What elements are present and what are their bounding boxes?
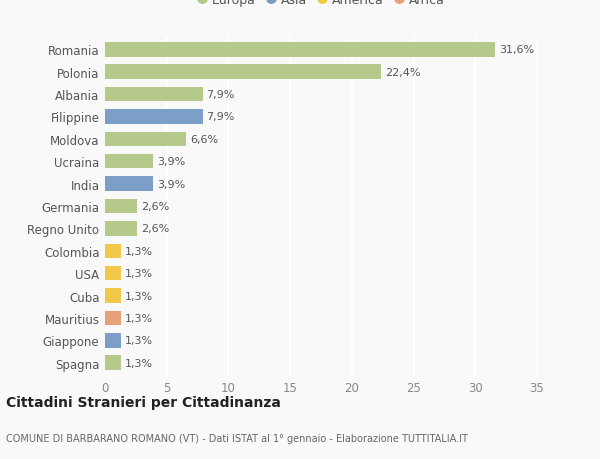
Text: 2,6%: 2,6% xyxy=(141,202,169,212)
Text: 3,9%: 3,9% xyxy=(157,179,185,189)
Bar xyxy=(105,177,153,191)
Bar xyxy=(105,266,121,281)
Text: 31,6%: 31,6% xyxy=(499,45,534,55)
Text: 1,3%: 1,3% xyxy=(125,291,153,301)
Text: 7,9%: 7,9% xyxy=(206,112,235,122)
Bar xyxy=(105,289,121,303)
Bar xyxy=(105,155,153,169)
Bar xyxy=(105,356,121,370)
Bar xyxy=(105,244,121,258)
Bar xyxy=(105,199,137,214)
Legend: Europa, Asia, America, Africa: Europa, Asia, America, Africa xyxy=(193,0,449,11)
Text: 1,3%: 1,3% xyxy=(125,269,153,279)
Text: Cittadini Stranieri per Cittadinanza: Cittadini Stranieri per Cittadinanza xyxy=(6,395,281,409)
Bar xyxy=(105,311,121,325)
Bar xyxy=(105,43,495,57)
Text: 7,9%: 7,9% xyxy=(206,90,235,100)
Bar xyxy=(105,110,203,124)
Text: 1,3%: 1,3% xyxy=(125,336,153,346)
Text: 6,6%: 6,6% xyxy=(190,134,218,145)
Text: 1,3%: 1,3% xyxy=(125,246,153,256)
Bar xyxy=(105,88,203,102)
Bar xyxy=(105,132,187,147)
Bar xyxy=(105,333,121,348)
Text: 22,4%: 22,4% xyxy=(385,67,421,78)
Text: 2,6%: 2,6% xyxy=(141,224,169,234)
Bar xyxy=(105,65,382,80)
Text: 1,3%: 1,3% xyxy=(125,358,153,368)
Text: COMUNE DI BARBARANO ROMANO (VT) - Dati ISTAT al 1° gennaio - Elaborazione TUTTIT: COMUNE DI BARBARANO ROMANO (VT) - Dati I… xyxy=(6,433,468,442)
Bar xyxy=(105,222,137,236)
Text: 3,9%: 3,9% xyxy=(157,157,185,167)
Text: 1,3%: 1,3% xyxy=(125,313,153,323)
